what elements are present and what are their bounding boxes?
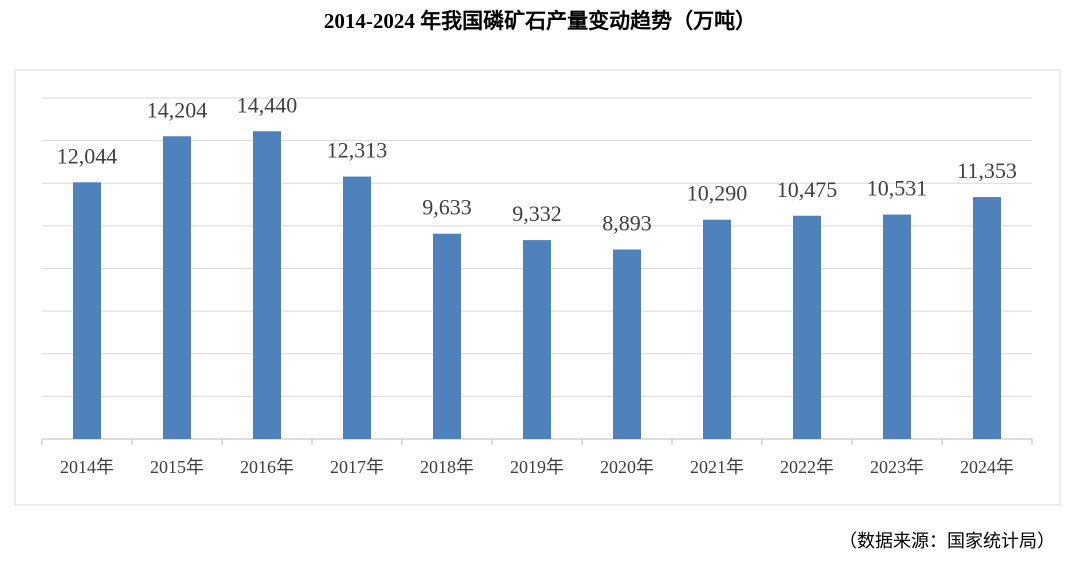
data-label: 12,313 <box>327 138 388 163</box>
data-label: 14,204 <box>147 97 208 122</box>
bar <box>163 136 191 439</box>
bar <box>433 233 461 439</box>
bar <box>883 214 911 439</box>
data-label: 9,633 <box>422 195 472 220</box>
data-label: 10,475 <box>777 177 838 202</box>
chart-title: 2014-2024 年我国磷矿石产量变动趋势（万吨） <box>324 9 756 33</box>
x-tick-label: 2022年 <box>780 457 834 477</box>
bar <box>973 197 1001 439</box>
bar <box>793 215 821 439</box>
x-tick-label: 2021年 <box>690 457 744 477</box>
data-label: 10,531 <box>867 176 928 201</box>
x-tick-label: 2020年 <box>600 457 654 477</box>
bar <box>73 182 101 439</box>
data-label: 9,332 <box>512 201 562 226</box>
data-label: 10,290 <box>687 181 748 206</box>
source-note: （数据来源：国家统计局） <box>839 531 1055 551</box>
x-tick-label: 2015年 <box>150 457 204 477</box>
x-tick-label: 2019年 <box>510 457 564 477</box>
x-tick-label: 2018年 <box>420 457 474 477</box>
bar <box>343 176 371 439</box>
bar <box>613 249 641 439</box>
data-label: 11,353 <box>957 158 1017 183</box>
x-tick-label: 2017年 <box>330 457 384 477</box>
x-tick-label: 2014年 <box>60 457 114 477</box>
x-tick-label: 2023年 <box>870 457 924 477</box>
bar <box>703 219 731 439</box>
x-tick-label: 2016年 <box>240 457 294 477</box>
chart-frame <box>14 69 1061 506</box>
bar <box>523 240 551 439</box>
data-label: 8,893 <box>602 211 652 236</box>
data-label: 12,044 <box>57 143 118 168</box>
bar <box>253 131 281 439</box>
data-label: 14,440 <box>237 92 298 117</box>
x-tick-label: 2024年 <box>960 457 1014 477</box>
